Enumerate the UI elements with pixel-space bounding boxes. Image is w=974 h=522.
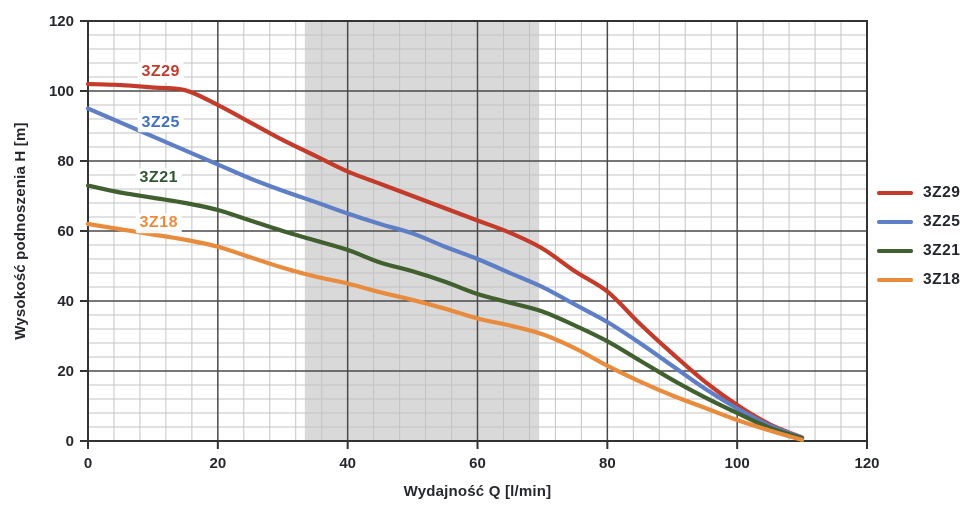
legend-label-3Z29: 3Z29 [923,183,961,201]
x-axis-title: Wydajność Q [l/min] [403,483,552,500]
y-tick-label: 100 [49,83,74,100]
legend-label-3Z25: 3Z25 [923,212,961,230]
y-tick-label: 60 [57,223,74,240]
curve-label-3Z21: 3Z21 [135,168,182,188]
legend-swatch-3Z29 [877,190,913,195]
legend-swatch-3Z21 [877,248,913,253]
y-tick-label: 0 [66,433,74,450]
legend-label-3Z18: 3Z18 [923,270,961,288]
curve-3Z21 [85,183,805,441]
x-tick-label: 20 [209,455,226,472]
legend: 3Z29 3Z25 3Z21 3Z18 [877,178,960,294]
x-tick-label: 0 [84,455,92,472]
curve-3Z25 [85,106,805,440]
legend-item-3Z25: 3Z25 [877,207,960,236]
y-tick-label: 120 [49,13,74,30]
x-tick-label: 40 [339,455,356,472]
x-tick-label: 100 [725,455,750,472]
y-tick-label: 20 [57,363,74,380]
y-tick-label: 80 [57,153,74,170]
legend-label-3Z21: 3Z21 [923,241,961,259]
y-tick-label: 40 [57,293,74,310]
legend-item-3Z18: 3Z18 [877,265,960,294]
x-tick-label: 120 [854,455,879,472]
curve-3Z18 [85,221,805,443]
legend-item-3Z29: 3Z29 [877,178,960,207]
legend-swatch-3Z18 [877,277,913,282]
curve-label-3Z29: 3Z29 [137,62,184,82]
x-tick-label: 60 [469,455,486,472]
curve-label-3Z18: 3Z18 [135,213,182,233]
curve-label-3Z25: 3Z25 [137,113,184,133]
legend-swatch-3Z25 [877,219,913,224]
x-tick-label: 80 [599,455,616,472]
curve-3Z29 [85,81,805,440]
legend-item-3Z21: 3Z21 [877,236,960,265]
y-axis-title: Wysokość podnoszenia H [m] [12,122,29,340]
